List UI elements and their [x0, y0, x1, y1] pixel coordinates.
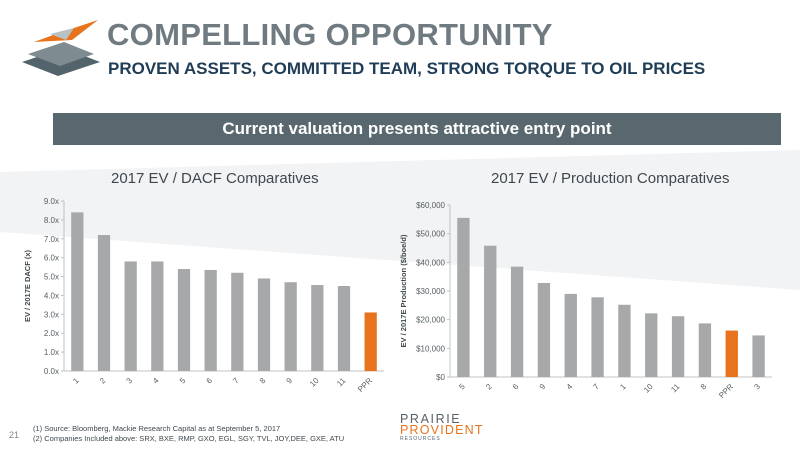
production-y-tick-label: $30,000 [416, 287, 445, 296]
production-category-label: 7 [591, 382, 601, 392]
dacf-category-label: 3 [125, 376, 135, 386]
production-bar [457, 217, 470, 377]
dacf-category-label: 9 [285, 376, 295, 386]
production-bar [725, 330, 738, 377]
production-category-label: 8 [699, 382, 709, 392]
production-bar [698, 323, 712, 377]
production-y-tick-label: $10,000 [416, 344, 445, 353]
dacf-bar [284, 282, 297, 371]
footnote-1: (1) Source: Bloomberg, Mackie Research C… [33, 424, 281, 433]
production-y-tick-label: $50,000 [416, 230, 445, 239]
production-bar [510, 266, 524, 377]
production-bar [618, 304, 631, 377]
production-category-label: PPR [717, 382, 735, 400]
dacf-y-tick-label: 4.0x [44, 291, 59, 300]
dacf-bar [364, 312, 377, 371]
production-bar [591, 297, 604, 377]
production-bar [671, 316, 685, 377]
dacf-bar [151, 261, 164, 371]
dacf-y-tick-label: 3.0x [44, 310, 59, 319]
dacf-bar [124, 261, 137, 371]
production-bar [645, 313, 658, 377]
production-y-tick-label: $40,000 [416, 258, 445, 267]
dacf-y-tick-label: 8.0x [44, 216, 59, 225]
production-category-label: 11 [669, 382, 682, 395]
production-category-label: 10 [642, 382, 655, 395]
production-category-label: 1 [618, 382, 628, 392]
dacf-bar [71, 212, 84, 371]
dacf-category-label: 5 [178, 376, 188, 386]
brand-wordmark: PRAIRIE PROVIDENT RESOURCES [400, 412, 484, 442]
company-logo-icon [22, 20, 100, 76]
production-category-label: 3 [752, 382, 762, 392]
production-bar [484, 245, 497, 377]
dacf-category-label: 7 [231, 376, 241, 386]
dacf-category-label: 2 [98, 376, 108, 386]
dacf-y-axis-title: EV / 2017E DACF (x) [23, 249, 32, 322]
production-chart-title: 2017 EV / Production Comparatives [491, 170, 730, 187]
dacf-bar [204, 269, 217, 371]
dacf-chart-title: 2017 EV / DACF Comparatives [111, 170, 319, 187]
dacf-category-label: 6 [205, 376, 215, 386]
headline-banner: Current valuation presents attractive en… [53, 113, 781, 145]
production-category-label: 9 [538, 382, 548, 392]
dacf-bar [337, 286, 351, 371]
footnote-2: (2) Companies Included above: SRX, BXE, … [33, 433, 345, 443]
dacf-y-tick-label: 1.0x [44, 348, 59, 357]
dacf-category-label: 8 [258, 376, 268, 386]
production-y-tick-label: $0 [436, 373, 445, 382]
production-bar [752, 335, 765, 377]
dacf-bar [257, 278, 271, 371]
production-category-label: 5 [457, 382, 467, 392]
production-category-label: 4 [565, 382, 575, 392]
dacf-bar [311, 285, 324, 371]
production-y-tick-label: $20,000 [416, 316, 445, 325]
brand-line-2: PROVIDENT [400, 423, 484, 437]
footnotes: (1) Source: Bloomberg, Mackie Research C… [33, 424, 344, 443]
dacf-y-tick-label: 9.0x [44, 197, 59, 206]
page-number: 21 [9, 430, 20, 440]
dacf-y-tick-label: 7.0x [44, 235, 59, 244]
dacf-category-label: 4 [151, 376, 161, 386]
brand-line-1: PRAIRIE [400, 412, 462, 426]
production-y-tick-label: $60,000 [416, 201, 445, 210]
dacf-bar [97, 235, 111, 371]
dacf-y-tick-label: 5.0x [44, 273, 59, 282]
dacf-category-label: 1 [71, 376, 81, 386]
production-bar [564, 293, 577, 377]
dacf-y-tick-label: 0.0x [44, 367, 59, 376]
production-y-axis-title: EV / 2017E Production ($/boe/d) [399, 234, 408, 347]
production-category-label: 6 [511, 382, 521, 392]
brand-line-3: RESOURCES [400, 436, 441, 442]
dacf-bar [231, 272, 244, 371]
dacf-bar [177, 269, 191, 371]
production-bar [537, 282, 551, 377]
dacf-y-tick-label: 6.0x [44, 254, 59, 263]
dacf-y-tick-label: 2.0x [44, 329, 59, 338]
page-subtitle: PROVEN ASSETS, COMMITTED TEAM, STRONG TO… [108, 59, 706, 78]
production-category-label: 2 [484, 382, 494, 392]
page-title: COMPELLING OPPORTUNITY [107, 17, 553, 52]
